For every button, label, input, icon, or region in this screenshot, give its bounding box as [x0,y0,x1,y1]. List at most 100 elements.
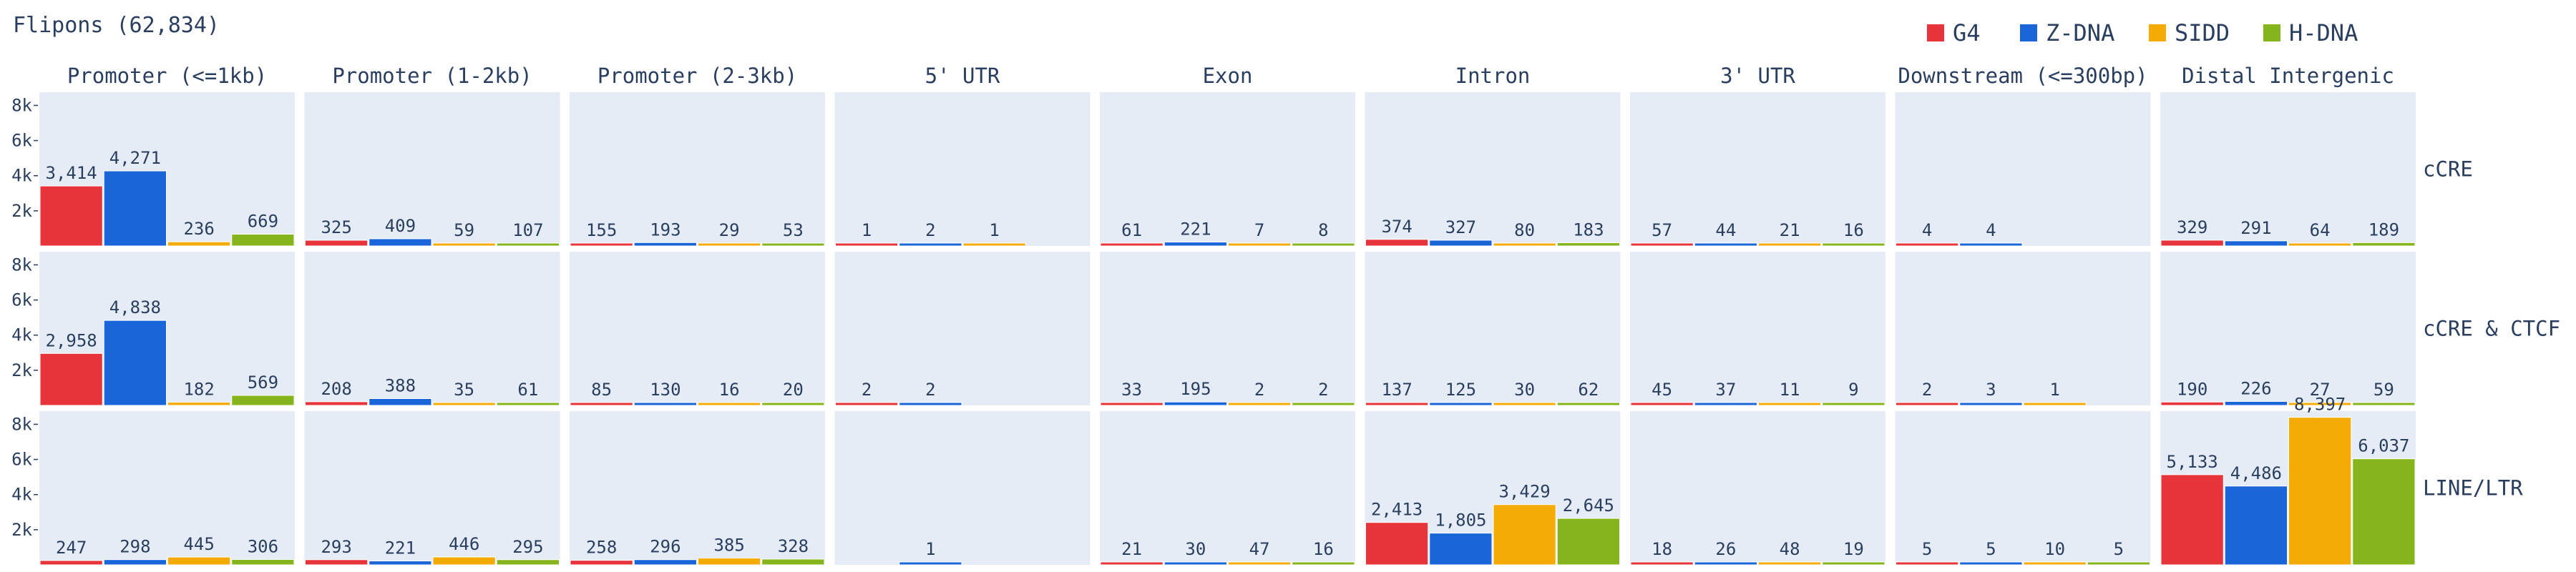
data-label: 329 [2177,217,2207,237]
bar [1959,242,2023,247]
bar [633,242,697,247]
bar [1163,561,1227,566]
bar [1896,402,1959,406]
bar [305,559,369,566]
bar [899,402,962,406]
data-label: 1 [862,220,872,240]
y-tick-label: 6k [11,450,32,470]
data-label: 291 [2240,218,2271,238]
row-label: cCRE & CTCF [2423,317,2560,341]
data-label: 57 [1652,220,1672,240]
panel-background [304,92,560,246]
bar [496,242,560,247]
panel-background [1365,252,1621,405]
data-label: 221 [385,538,416,558]
bar [496,559,560,566]
data-label: 9 [1848,380,1858,400]
bar [2352,402,2416,406]
bar [167,556,231,566]
data-label: 3,429 [1499,482,1551,502]
data-label: 33 [1121,380,1142,400]
y-tick-label: 8k [11,95,32,115]
y-tick-label: 8k [11,414,32,434]
bar [39,185,103,247]
bar [1556,402,1620,406]
data-label: 61 [1121,220,1142,240]
bar [2023,402,2087,406]
bar [962,242,1026,247]
bar [2023,561,2087,566]
data-label: 48 [1780,539,1800,559]
column-header: Exon [1203,64,1253,88]
data-label: 189 [2368,220,2399,240]
bar [2288,242,2352,247]
data-label: 18 [1652,539,1672,559]
bar [698,402,761,406]
data-label: 64 [2310,220,2331,240]
y-tick-label: 6k [11,290,32,310]
data-label: 193 [650,220,680,240]
data-label: 2 [862,380,872,400]
data-label: 5,133 [2167,452,2218,472]
column-header: Promoter (2-3kb) [597,64,797,88]
legend-swatch [2263,24,2280,41]
data-label: 3 [1986,380,1996,400]
bar [103,320,167,406]
data-label: 6,037 [2358,436,2409,456]
data-label: 27 [2310,380,2331,400]
data-label: 2 [1922,380,1932,400]
panel-background [834,252,1091,405]
bar [1493,402,1556,406]
column-header: 3' UTR [1720,64,1795,88]
data-label: 409 [385,216,416,236]
panel-background [1895,92,2151,246]
data-label: 5 [2114,539,2124,559]
data-label: 258 [586,538,617,558]
data-label: 190 [2177,379,2207,399]
panel-background [1630,411,1885,565]
data-label: 5 [1986,539,1996,559]
panel-background [570,92,825,246]
bar [1556,518,1620,566]
bar [1100,561,1163,566]
data-label: 59 [2373,380,2394,400]
bar [899,561,962,566]
data-label: 7 [1254,220,1264,240]
row-label: LINE/LTR [2423,476,2523,500]
bar [2224,400,2288,406]
legend-label: G4 [1953,19,1981,46]
column-header: Downstream (<=300bp) [1898,64,2147,88]
data-label: 85 [591,380,612,400]
data-label: 30 [1514,380,1535,400]
panel-background [1100,252,1355,405]
legend-label: Z-DNA [2046,19,2114,46]
data-label: 16 [719,380,740,400]
bar [1822,561,1885,566]
data-label: 4 [1922,220,1932,240]
data-label: 1 [925,539,935,559]
bar [103,170,167,247]
bar [1959,561,2023,566]
column-header: 5' UTR [925,64,1000,88]
y-tick-label: 4k [11,325,32,345]
bar [2352,242,2416,247]
data-label: 11 [1780,380,1800,400]
data-label: 53 [783,220,804,240]
data-label: 2,958 [46,330,97,350]
bar [369,398,432,406]
panel-background [834,411,1091,565]
legend-swatch [1927,24,1944,41]
bar [432,402,496,406]
bar [835,242,899,247]
data-label: 44 [1715,220,1736,240]
data-label: 10 [2044,539,2065,559]
y-tick-label: 4k [11,485,32,505]
bar [432,242,496,247]
data-label: 26 [1715,539,1736,559]
data-label: 298 [119,537,150,557]
bar [2160,240,2224,247]
bar [432,556,496,566]
data-label: 5 [1922,539,1932,559]
data-label: 30 [1185,539,1206,559]
data-label: 4,486 [2230,463,2282,483]
